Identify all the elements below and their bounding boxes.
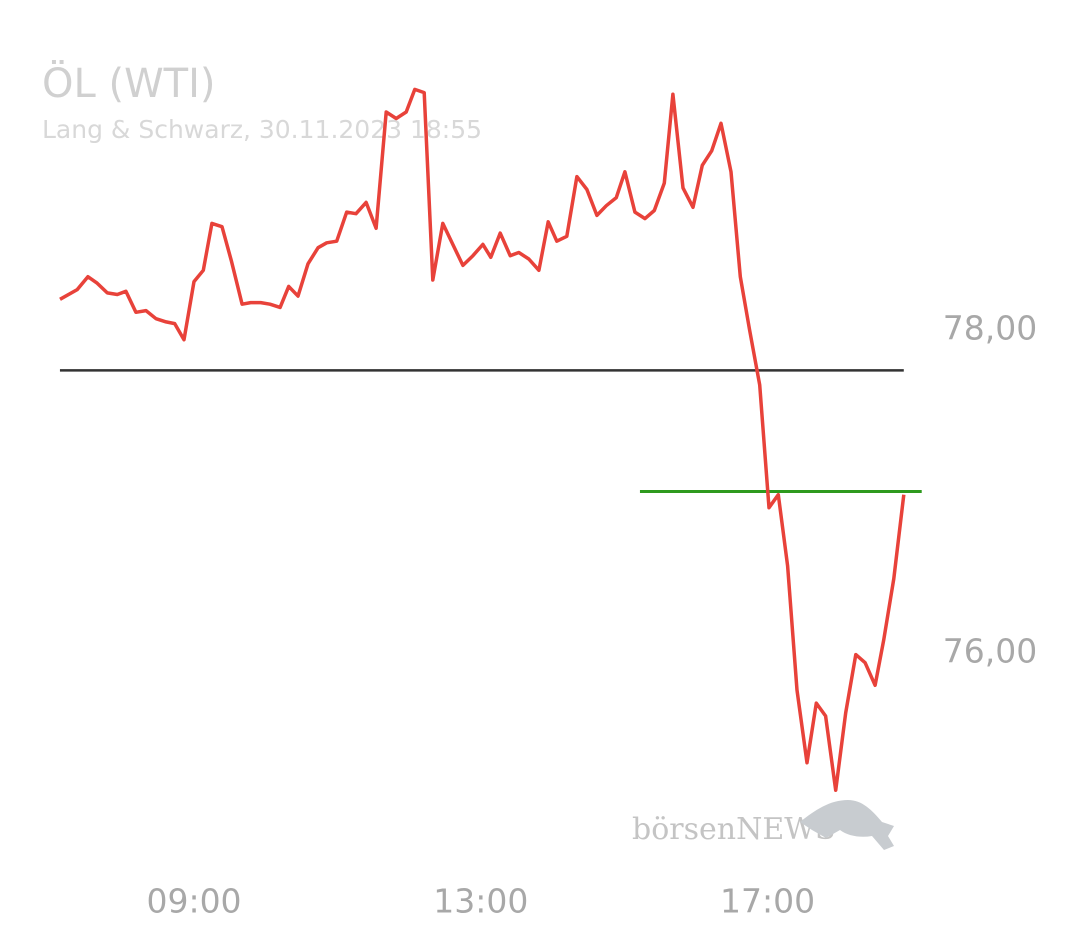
chart-title: ÖL (WTI) (42, 59, 215, 107)
y-tick-label: 78,00 (943, 309, 1037, 348)
x-tick-label: 13:00 (433, 882, 528, 921)
y-tick-label: 76,00 (943, 632, 1037, 671)
x-tick-label: 09:00 (146, 882, 241, 921)
price-line (59, 87, 906, 793)
watermark: börsenNEWS (632, 800, 894, 850)
x-tick-label: 17:00 (720, 882, 815, 921)
bull-icon (800, 800, 894, 850)
chart-subtitle: Lang & Schwarz, 30.11.2023 18:55 (42, 115, 482, 144)
watermark-text: börsenNEWS (632, 812, 836, 847)
